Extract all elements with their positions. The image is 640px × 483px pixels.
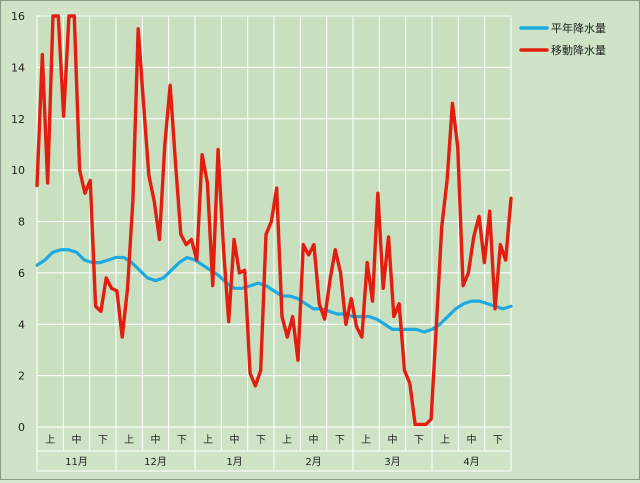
decade-label: 下 xyxy=(177,435,187,446)
decade-label: 上 xyxy=(45,434,55,446)
y-tick-label: 12 xyxy=(11,113,25,126)
month-label: 1月 xyxy=(226,456,242,468)
month-label: 12月 xyxy=(144,456,167,468)
series-lines xyxy=(35,14,513,427)
month-label: 11月 xyxy=(65,456,88,468)
y-tick-label: 4 xyxy=(18,318,25,331)
decade-label: 上 xyxy=(440,434,450,446)
decade-label: 下 xyxy=(335,435,345,446)
decade-label: 上 xyxy=(361,434,371,446)
y-tick-label: 14 xyxy=(11,61,25,74)
decade-label: 上 xyxy=(282,434,292,446)
y-tick-label: 10 xyxy=(11,164,25,177)
decade-label: 下 xyxy=(493,435,503,446)
x-axis: 上 中 下 上 中 下 上 中 下 上 中 下 上 中 下 上 中 下 11月 12月 1月 2月 3月 4月 xyxy=(36,427,512,472)
decade-label: 上 xyxy=(124,434,134,446)
decade-label: 中 xyxy=(309,433,319,446)
legend-label-2: 移動降水量 xyxy=(551,43,606,57)
y-tick-label: 0 xyxy=(18,421,25,434)
series-line-2 xyxy=(35,14,513,427)
decade-label: 下 xyxy=(256,435,266,446)
decade-label: 中 xyxy=(388,433,398,446)
decade-label: 中 xyxy=(151,433,161,446)
grid-lines xyxy=(36,15,512,428)
decade-label: 上 xyxy=(203,434,213,446)
month-label: 4月 xyxy=(463,456,479,468)
y-tick-label: 8 xyxy=(18,216,25,229)
y-tick-label: 16 xyxy=(11,10,25,23)
month-label: 2月 xyxy=(305,456,321,468)
y-tick-label: 6 xyxy=(18,267,25,280)
decade-label: 下 xyxy=(414,435,424,446)
decade-label: 中 xyxy=(467,433,477,446)
decade-label: 中 xyxy=(72,433,82,446)
series-line-1 xyxy=(35,248,513,334)
decade-label: 下 xyxy=(98,435,108,446)
y-tick-label: 2 xyxy=(18,370,25,383)
y-axis: 0 2 4 6 8 10 12 14 16 xyxy=(11,10,25,434)
month-label: 3月 xyxy=(384,456,400,468)
legend-label-1: 平年降水量 xyxy=(551,21,606,35)
decade-label: 中 xyxy=(230,433,240,446)
